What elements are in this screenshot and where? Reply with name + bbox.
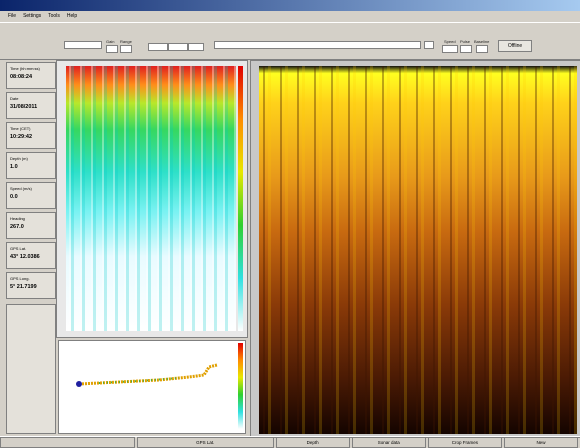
status-cell: Sonar data (351, 437, 426, 448)
readout-value: 08:08:24 (10, 74, 33, 80)
input[interactable] (476, 45, 488, 53)
readout-box: Depth (m) 1.0 (6, 152, 56, 179)
readout-box: GPS Long. 5° 21.7199 (6, 272, 56, 299)
readout-box: Speed (m/s) 0.0 (6, 182, 56, 209)
status-cell (0, 437, 135, 448)
input[interactable] (188, 43, 204, 51)
readout-label: Date (10, 96, 19, 101)
input[interactable] (106, 45, 118, 53)
readout-label: Depth (m) (10, 156, 28, 161)
readout-value: 31/08/2011 (10, 104, 38, 110)
menu-item[interactable]: Tools (48, 13, 60, 19)
readout-value: 1.0 (10, 164, 18, 170)
track-line (78, 363, 218, 386)
label: Gain (106, 39, 115, 44)
readout-label: Speed (m/s) (10, 186, 32, 191)
status-cell: New (503, 437, 578, 448)
readout-label: Time (hh:mm:ss) (10, 66, 40, 71)
echogram-right (259, 66, 577, 434)
slider[interactable] (214, 41, 421, 49)
readout-value: 0.0 (10, 194, 18, 200)
toolbar: Gain Range Speed Pulse Baseline (0, 22, 580, 60)
label: Baseline (474, 39, 490, 44)
input[interactable] (168, 43, 188, 51)
label: Range (120, 39, 132, 44)
readout-panel-filler (6, 304, 56, 434)
readout-box: Date 31/08/2011 (6, 92, 56, 119)
input[interactable] (120, 45, 132, 53)
status-bar: GPS Lat. Depth Sonar data Crop Frames New (0, 436, 580, 448)
readout-box: Time (CET) 10:29:42 (6, 122, 56, 149)
button[interactable] (424, 41, 434, 49)
color-scale (238, 343, 243, 429)
track-start (76, 381, 82, 387)
status-cell: Crop Frames (427, 437, 502, 448)
menu-bar: File Settings Tools Help (0, 11, 580, 21)
status-cell: GPS Lat. (136, 437, 274, 448)
readout-box: GPS Lat. 43° 12.0386 (6, 242, 56, 269)
readout-box: Time (hh:mm:ss) 08:08:24 (6, 62, 56, 89)
menu-item[interactable]: Settings (23, 13, 42, 19)
dropdown[interactable] (64, 41, 102, 49)
track-svg (76, 363, 218, 387)
input[interactable] (148, 43, 168, 51)
readout-label: Time (CET) (10, 126, 31, 131)
menu-item[interactable]: Help (66, 13, 78, 19)
echogram-left (66, 66, 236, 331)
menu-item[interactable]: File (8, 13, 17, 19)
track-line (98, 377, 180, 384)
readout-box: Heading 267.0 (6, 212, 56, 239)
offline-button[interactable]: Offline (498, 40, 532, 52)
status-cell: Depth (275, 437, 350, 448)
label: Speed (444, 39, 456, 44)
input[interactable] (460, 45, 472, 53)
track-map (58, 340, 246, 434)
readout-label: GPS Lat. (10, 246, 27, 251)
readout-value: 43° 12.0386 (10, 254, 40, 260)
readout-value: 267.0 (10, 224, 24, 230)
title-bar (0, 0, 580, 11)
color-scale (238, 66, 243, 331)
input[interactable] (442, 45, 458, 53)
readout-label: GPS Long. (10, 276, 30, 281)
readout-value: 5° 21.7199 (10, 284, 37, 290)
readout-value: 10:29:42 (10, 134, 33, 140)
label: Pulse (460, 39, 471, 44)
readout-label: Heading (10, 216, 25, 221)
